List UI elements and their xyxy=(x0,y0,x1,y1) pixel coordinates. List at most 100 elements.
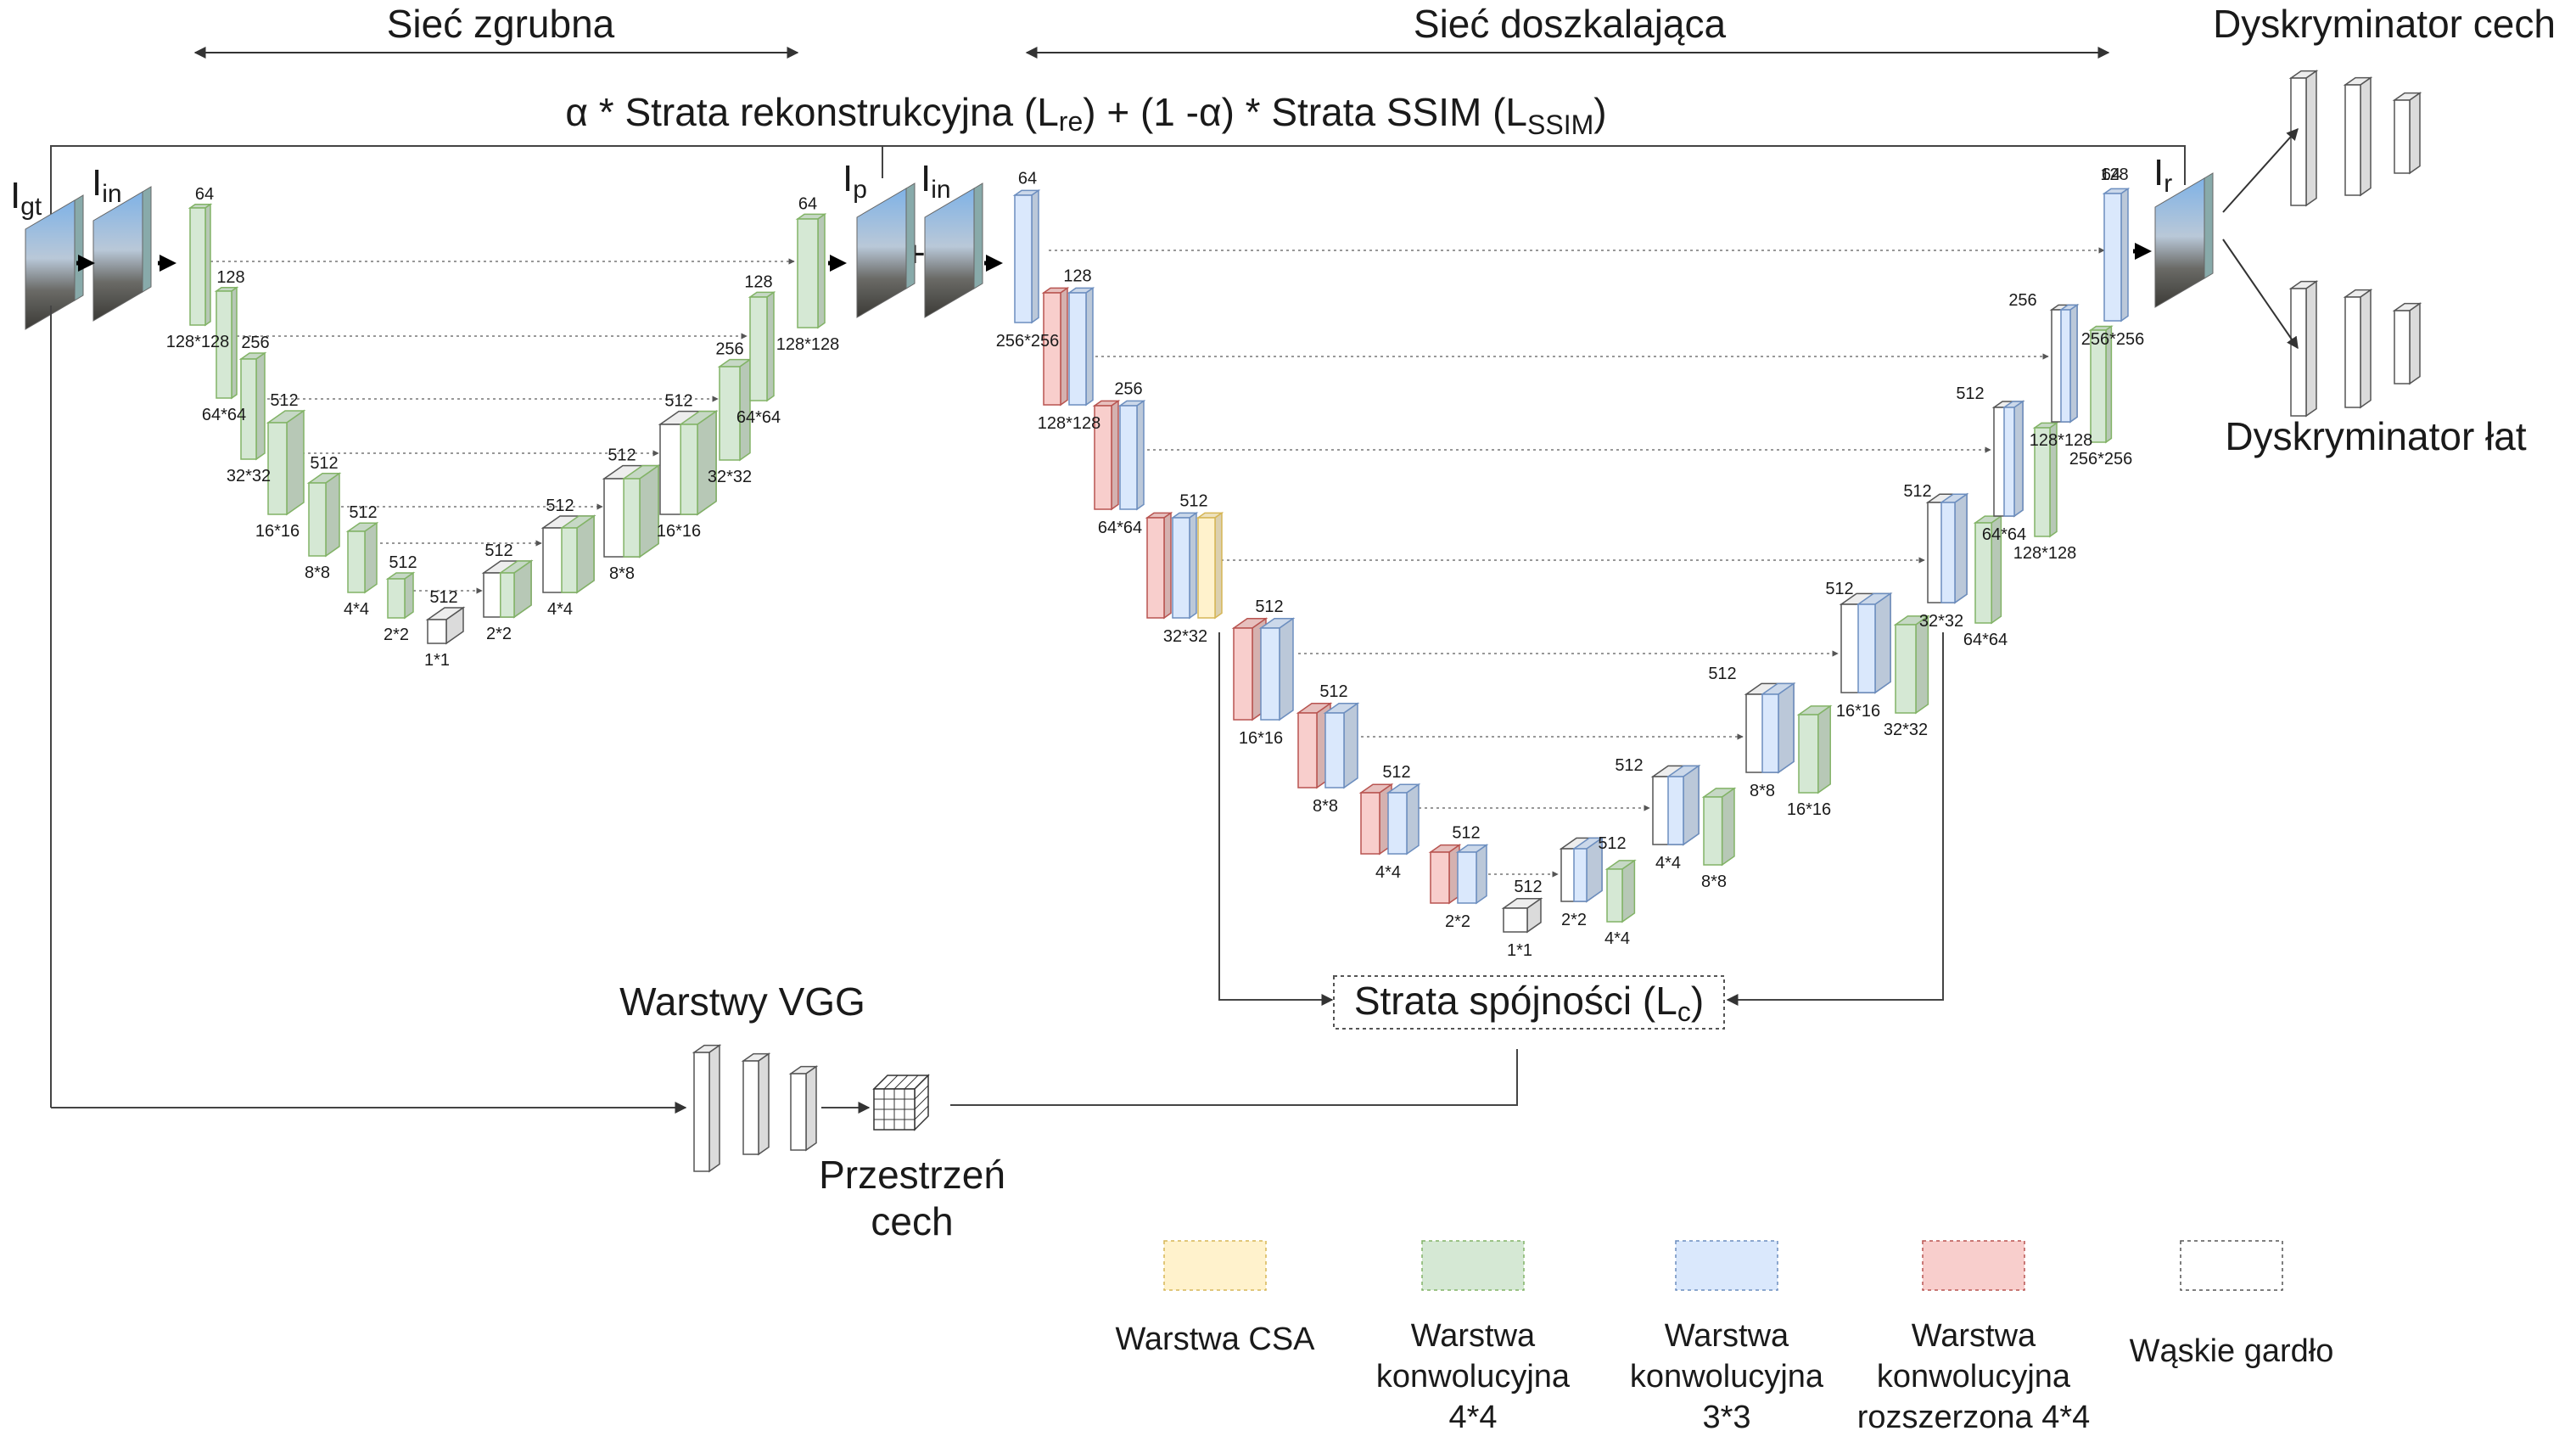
coarse-enc-channels-2: 128 xyxy=(216,268,244,287)
image-ground-truth xyxy=(25,194,84,330)
refine-decoder-conv3-7 xyxy=(2058,303,2080,424)
refine-dec-resolution-3: 8*8 xyxy=(1750,782,1775,800)
refine-dec-resolution-8: 256*256 xyxy=(2081,330,2145,349)
refine-encoder-layer-3-blue xyxy=(1117,399,1146,511)
refine-enc-channels-9: 512 xyxy=(1514,878,1542,896)
coarse-network-title: Sieć zgrubna xyxy=(387,2,615,46)
refine-enc-channels-8: 512 xyxy=(1452,824,1480,843)
consistency-loss-box xyxy=(1333,975,1725,1030)
feature-space-label-1: Przestrzeń xyxy=(819,1153,1005,1197)
refine-dec-resolution-5: 32*32 xyxy=(1919,612,1963,631)
image-labels: Igt Iin Ip Iin Ir + xyxy=(10,152,2172,275)
refine-enc-channels-2: 128 xyxy=(1063,267,1091,285)
label-i-in-refine: Iin xyxy=(921,158,951,204)
legend-text-1-1: Warstwa CSA xyxy=(1115,1322,1315,1357)
coarse-encoder-layer-5 xyxy=(306,472,342,558)
coarse-decoder-conv-1 xyxy=(498,559,534,619)
refine-dec-resolution2-6: 128*128 xyxy=(2013,544,2077,563)
image-input-refine xyxy=(924,182,983,318)
legend-item-3: Warstwa konwolucyjna 3*3 xyxy=(1630,1240,1824,1431)
coarse-decoder-conv-4 xyxy=(678,410,719,516)
legend-swatch-5 xyxy=(2180,1240,2283,1291)
feature-discriminator-title: Dyskryminator cech xyxy=(2213,2,2556,46)
feature-space-label-2: cech xyxy=(871,1199,953,1243)
refine-dec-resolution2-4: 32*32 xyxy=(1884,721,1928,739)
refine-dec-channels-2: 512 xyxy=(1615,756,1643,775)
coarse-enc-channels-8: 512 xyxy=(429,588,457,607)
refine-dec-resolution2-7: 256*256 xyxy=(2069,450,2133,469)
refine-dec-channels-5: 512 xyxy=(1903,482,1931,501)
refine-decoder-conv3-4 xyxy=(1856,592,1893,694)
refine-decoder-conv3-3 xyxy=(1760,682,1796,774)
refine-dec-channels-7: 256 xyxy=(2008,291,2036,310)
refine-encoder-layer-4-blue xyxy=(1170,511,1199,620)
refine-dec-resolution-2: 4*4 xyxy=(1655,854,1681,873)
coarse-enc-channels-7: 512 xyxy=(389,553,417,572)
legend-swatch-2 xyxy=(1421,1240,1525,1291)
coarse-enc-resolution-5: 8*8 xyxy=(305,564,330,582)
refine-decoder-output xyxy=(2102,187,2131,323)
refine-decoder-conv4-4 xyxy=(1893,614,1930,715)
input-output-images xyxy=(25,172,2214,330)
refine-decoder-conv4-6 xyxy=(2032,421,2059,538)
vgg-layers-label: Warstwy VGG xyxy=(619,979,865,1024)
coarse-decoder-layer-7 xyxy=(795,212,827,329)
coarse-encoder-layer-7 xyxy=(385,571,416,620)
layer-labels: 64 128*128 128 64*64 256 32*32 512 16*16 512 8*8 5… xyxy=(166,166,2145,960)
refine-enc-channels-6: 512 xyxy=(1319,682,1347,701)
refine-encoder-layer-6-blue xyxy=(1323,702,1360,789)
legend-item-2: Warstwa konwolucyjna 4*4 xyxy=(1376,1240,1571,1431)
consistency-loss-label: Strata spójności (Lc) xyxy=(1354,979,1704,1027)
feature-space-cube xyxy=(872,1074,930,1131)
refine-encoder-layer-5-blue xyxy=(1258,617,1296,721)
legend-item-1: Warstwa CSA xyxy=(1115,1240,1315,1357)
feature-discriminator-layer-2 xyxy=(2343,76,2373,197)
refine-decoder-conv4-3 xyxy=(1796,704,1833,794)
coarse-enc-resolution-6: 4*4 xyxy=(344,600,369,619)
legend-text-4-1: Warstwa xyxy=(1912,1318,2036,1354)
patch-discriminator-title: Dyskryminator łat xyxy=(2225,414,2527,458)
coarse-dec-resolution-4: 16*16 xyxy=(657,522,701,541)
arrow-to-feature-disc xyxy=(2222,127,2299,213)
coarse-enc-resolution-4: 16*16 xyxy=(255,522,300,541)
refine-enc-channels-1: 64 xyxy=(1018,169,1037,188)
refine-enc-resolution-4: 32*32 xyxy=(1163,627,1207,646)
flow-arrows xyxy=(76,243,2152,272)
refine-enc-resolution-1: 256*256 xyxy=(996,332,1060,351)
coarse-dec-resolution-6: 64*64 xyxy=(736,408,781,427)
consistency-left-line xyxy=(1218,632,1334,1006)
network-layers xyxy=(188,70,2422,1173)
refine-enc-resolution-8: 2*2 xyxy=(1445,912,1470,931)
coarse-enc-resolution-7: 2*2 xyxy=(384,626,409,644)
coarse-dec-resolution-1: 2*2 xyxy=(486,625,512,643)
label-i-gt: Igt xyxy=(10,175,42,221)
refine-dec-resolution2-3: 16*16 xyxy=(1787,800,1831,819)
coarse-dec-resolution-3: 8*8 xyxy=(609,564,635,583)
skip-connections xyxy=(210,247,2105,878)
legend-text-2-3: 4*4 xyxy=(1448,1400,1497,1431)
legend-item-4: Warstwa konwolucyjna rozszerzona 4*4 xyxy=(1857,1240,2090,1431)
refine-encoder-layer-8-blue xyxy=(1455,844,1489,905)
refine-dec-resolution-4: 16*16 xyxy=(1836,702,1880,721)
legend: Warstwa CSA Warstwakonwolucyjna4*4Warstwa… xyxy=(1115,1240,2334,1431)
refine-dec-channels-6: 512 xyxy=(1956,384,1984,403)
label-i-in-coarse: Iin xyxy=(92,162,122,208)
refine-enc-resolution-6: 8*8 xyxy=(1313,797,1338,816)
legend-text-5-1: Wąskie gardło xyxy=(2130,1333,2334,1369)
legend-text-4-2: konwolucyjna xyxy=(1877,1359,2071,1395)
vgg-layer-2 xyxy=(741,1052,771,1156)
refine-decoder-conv4-7 xyxy=(2088,325,2114,444)
coarse-decoder-conv-2 xyxy=(559,514,596,594)
coarse-dec-resolution-7: 128*128 xyxy=(776,335,840,354)
refine-encoder-layer-4-red xyxy=(1145,511,1173,620)
refine-decoder-conv3-5 xyxy=(1939,492,1969,604)
coarse-enc-channels-4: 512 xyxy=(270,391,298,410)
refine-dec-channels-8: 128 xyxy=(2100,166,2128,184)
refine-dec-resolution2-2: 8*8 xyxy=(1701,873,1727,891)
refine-enc-channels-5: 512 xyxy=(1255,598,1283,616)
coarse-dec-resolution-5: 32*32 xyxy=(708,468,752,486)
coarse-enc-resolution-1: 128*128 xyxy=(166,333,230,351)
coarse-dec-channels-1: 512 xyxy=(484,542,512,560)
vgg-layer-1 xyxy=(692,1044,722,1173)
